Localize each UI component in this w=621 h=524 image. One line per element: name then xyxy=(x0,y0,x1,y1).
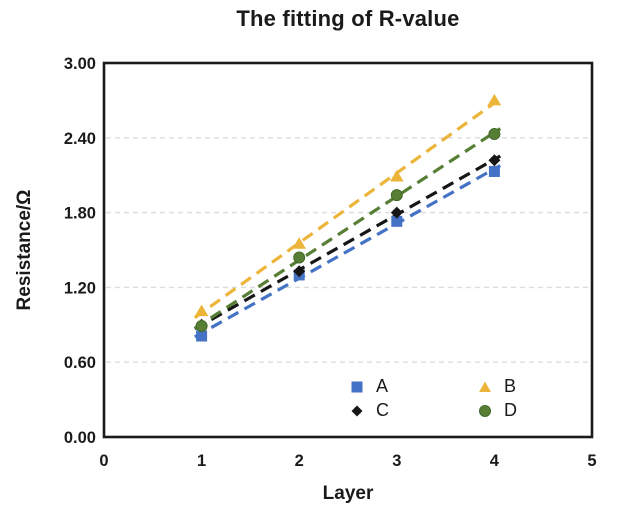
marker-b-layer2 xyxy=(292,237,306,249)
marker-c-layer3 xyxy=(390,206,403,219)
legend-diamond-icon xyxy=(350,404,364,418)
marker-b-layer4 xyxy=(487,93,502,106)
marker-b-layer3 xyxy=(390,169,404,182)
x-axis-title: Layer xyxy=(322,483,374,504)
legend-item-b: B xyxy=(478,377,517,396)
y-tick-label: 2.40 xyxy=(64,130,96,148)
legend-triangle-icon xyxy=(478,380,492,394)
y-tick-label: 3.00 xyxy=(64,55,96,73)
legend-item-d: D xyxy=(478,401,517,420)
chart-title: The fitting of R-value xyxy=(236,6,460,31)
legend-item-a: A xyxy=(350,377,478,396)
y-tick-label: 0.60 xyxy=(64,354,96,372)
legend: A B C D xyxy=(350,377,517,420)
x-tick-label: 1 xyxy=(197,452,206,470)
legend-item-c: C xyxy=(350,401,478,420)
marker-a-layer4 xyxy=(488,165,500,177)
fit-line-d xyxy=(193,127,502,330)
legend-circle-icon xyxy=(478,404,492,418)
legend-label-a: A xyxy=(376,376,389,396)
marker-d-layer3 xyxy=(390,189,403,202)
legend-label-b: B xyxy=(504,376,517,396)
y-tick-label: 1.80 xyxy=(64,205,96,223)
x-tick-label: 3 xyxy=(392,452,401,470)
y-tick-label: 0.00 xyxy=(64,429,96,447)
marker-d-layer2 xyxy=(293,251,306,264)
plot-border xyxy=(102,61,594,439)
y-tick-label: 1.20 xyxy=(64,279,96,297)
marker-d-layer1 xyxy=(195,320,208,333)
fit-line-a xyxy=(193,164,502,339)
legend-label-d: D xyxy=(504,400,517,420)
x-tick-label: 5 xyxy=(587,452,596,470)
fit-line-c xyxy=(193,154,502,331)
marker-c-layer2 xyxy=(293,265,306,278)
marker-b-layer1 xyxy=(194,304,209,317)
marker-a-layer1 xyxy=(196,330,208,342)
fit-line-b xyxy=(193,97,502,320)
legend-label-c: C xyxy=(376,400,389,420)
marker-c-layer4 xyxy=(488,154,501,167)
legend-square-icon xyxy=(350,380,364,394)
marker-a-layer3 xyxy=(391,215,403,227)
x-tick-label: 2 xyxy=(295,452,304,470)
x-tick-label: 0 xyxy=(99,452,108,470)
x-tick-label: 4 xyxy=(490,452,500,470)
marker-d-layer4 xyxy=(488,128,501,141)
